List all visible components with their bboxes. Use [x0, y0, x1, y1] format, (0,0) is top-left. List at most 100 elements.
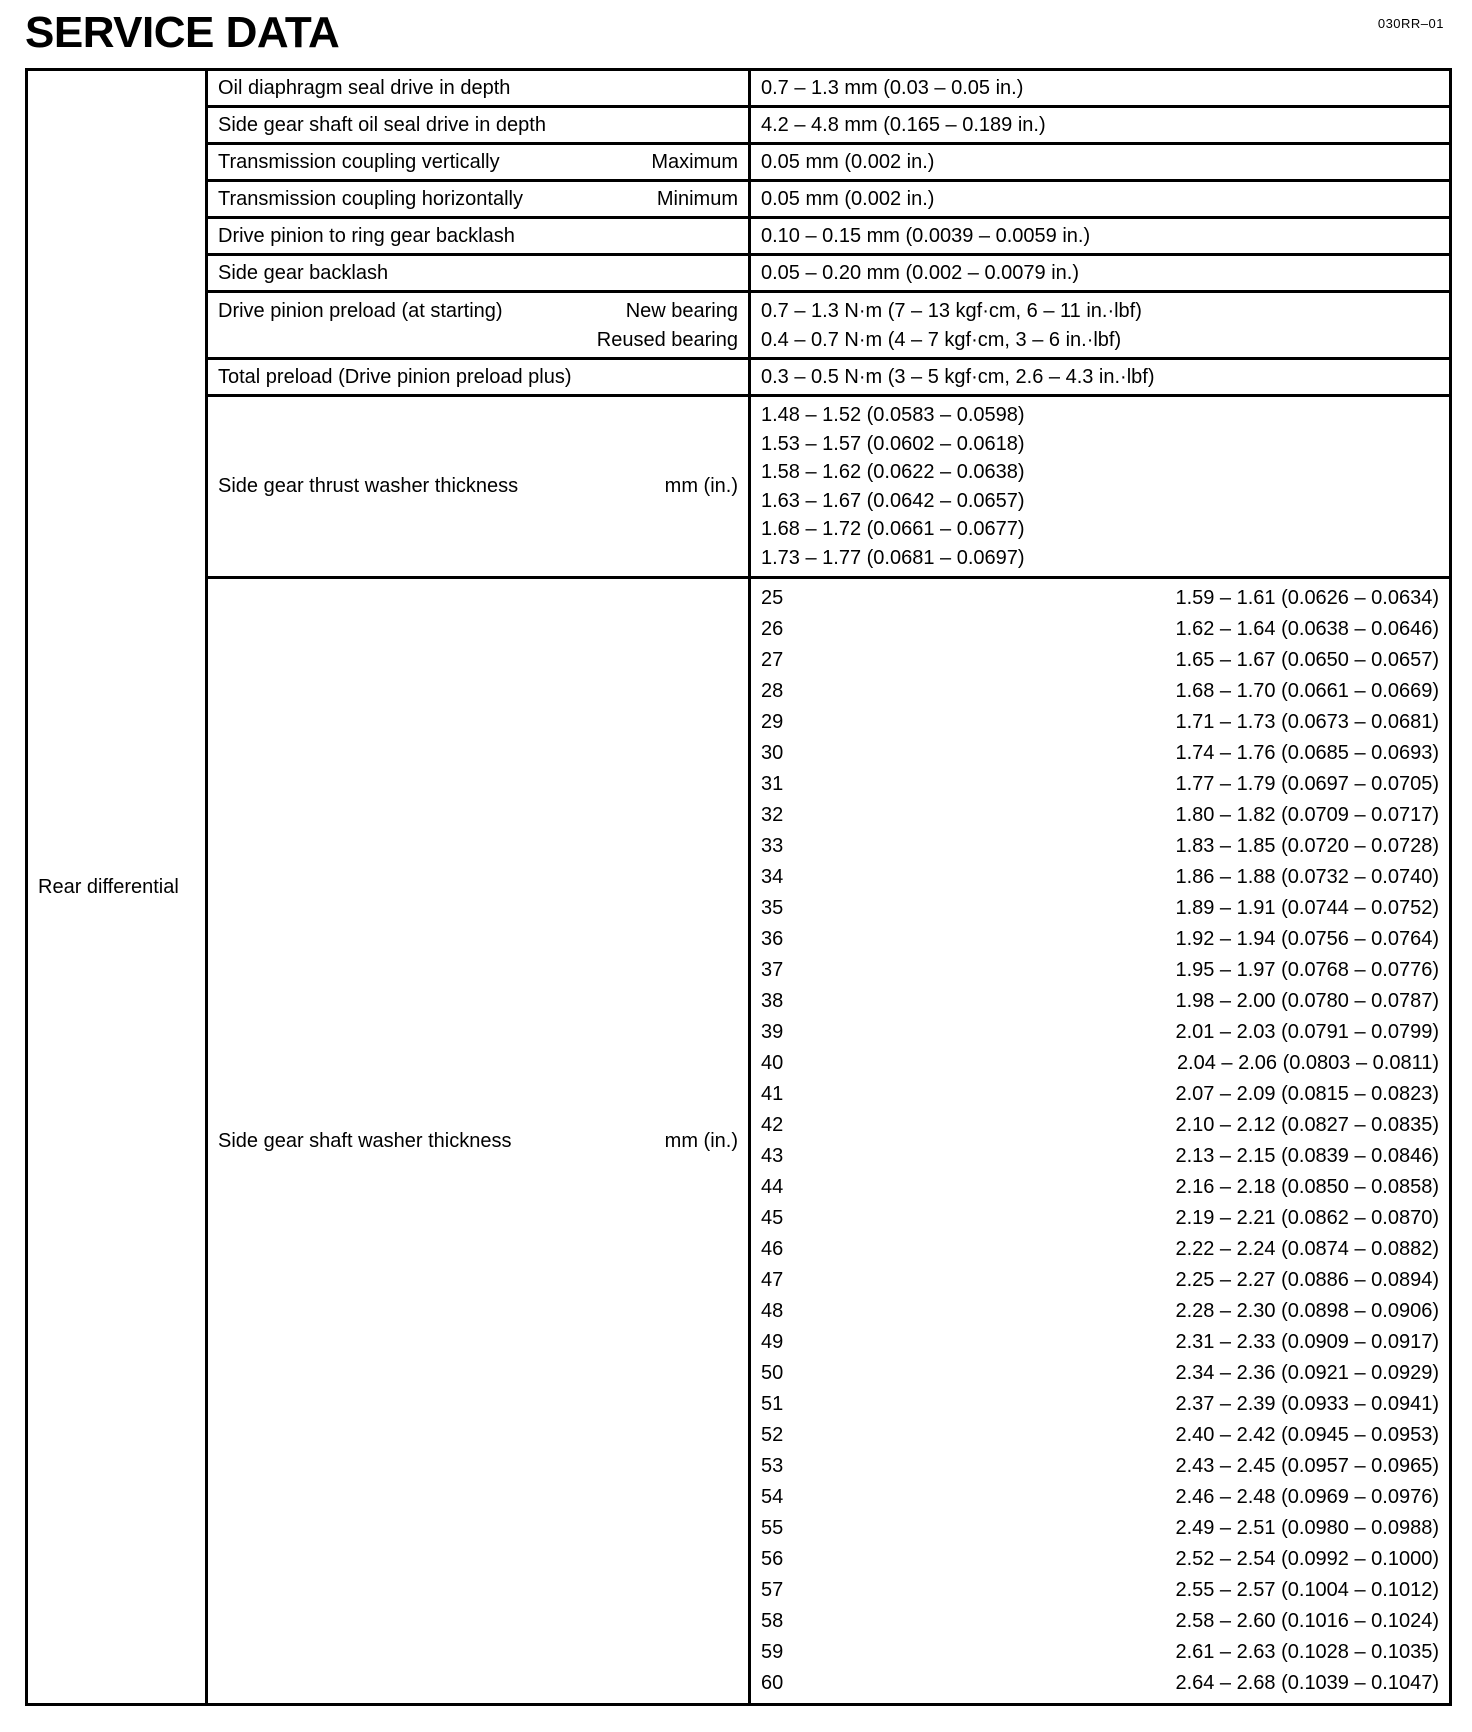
washer-number: 37 — [761, 959, 784, 982]
spec-condition: New bearing — [625, 300, 738, 323]
group-label: Rear differential — [25, 68, 208, 1707]
spec-label: Oil diaphragm seal drive in depth — [205, 68, 751, 109]
washer-number: 53 — [761, 1455, 784, 1478]
washer-value: 1.62 – 1.64 (0.0638 – 0.0646) — [1175, 618, 1439, 641]
table-row: 29 1.71 – 1.73 (0.0673 – 0.0681) — [761, 707, 1439, 738]
washer-number: 46 — [761, 1238, 784, 1261]
table-row: 28 1.68 – 1.70 (0.0661 – 0.0669) — [761, 676, 1439, 707]
spec-label: Side gear backlash — [205, 253, 751, 294]
table-row: 25 1.59 – 1.61 (0.0626 – 0.0634) — [761, 583, 1439, 614]
table-row: 55 2.49 – 2.51 (0.0980 – 0.0988) — [761, 1513, 1439, 1544]
washer-number: 44 — [761, 1176, 784, 1199]
spec-row-oil-diaphragm: Rear differential Oil diaphragm seal dri… — [25, 68, 1452, 1707]
spec-label: Drive pinion preload (at starting) — [218, 300, 503, 323]
table-row: 31 1.77 – 1.79 (0.0697 – 0.0705) — [761, 769, 1439, 800]
spec-label: Drive pinion to ring gear backlash — [205, 216, 751, 257]
washer-number: 47 — [761, 1269, 784, 1292]
washer-number: 38 — [761, 990, 784, 1013]
table-row: 41 2.07 – 2.09 (0.0815 – 0.0823) — [761, 1079, 1439, 1110]
washer-number: 34 — [761, 866, 784, 889]
washer-value: 2.58 – 2.60 (0.1016 – 0.1024) — [1175, 1610, 1439, 1633]
table-row: 58 2.58 – 2.60 (0.1016 – 0.1024) — [761, 1606, 1439, 1637]
washer-value: 2.49 – 2.51 (0.0980 – 0.0988) — [1175, 1517, 1439, 1540]
washer-value: 1.65 – 1.67 (0.0650 – 0.0657) — [1175, 649, 1439, 672]
washer-number: 42 — [761, 1114, 784, 1137]
washer-number: 58 — [761, 1610, 784, 1633]
washer-value: 2.01 – 2.03 (0.0791 – 0.0799) — [1175, 1021, 1439, 1044]
spec-qualifier: Minimum — [656, 187, 738, 210]
shaft-washer-entries: 25 1.59 – 1.61 (0.0626 – 0.0634) 26 1.62… — [761, 583, 1439, 1699]
table-row: 32 1.80 – 1.82 (0.0709 – 0.0717) — [761, 800, 1439, 831]
spec-label: Transmission coupling horizontally — [218, 187, 523, 210]
spec-value-line: 1.48 – 1.52 (0.0583 – 0.0598) — [761, 404, 1025, 427]
washer-value: 2.25 – 2.27 (0.0886 – 0.0894) — [1175, 1269, 1439, 1292]
washer-number: 35 — [761, 897, 784, 920]
table-row: 38 1.98 – 2.00 (0.0780 – 0.0787) — [761, 986, 1439, 1017]
service-data-table: Rear differential Oil diaphragm seal dri… — [25, 68, 1452, 1707]
spec-row-thrust-washer: Side gear thrust washer thickness mm (in… — [27, 394, 1452, 580]
table-row: 59 2.61 – 2.63 (0.1028 – 0.1035) — [761, 1637, 1439, 1668]
spec-condition: Reused bearing — [596, 329, 738, 352]
washer-value: 1.98 – 2.00 (0.0780 – 0.0787) — [1175, 990, 1439, 1013]
washer-number: 56 — [761, 1548, 784, 1571]
table-row: 46 2.22 – 2.24 (0.0874 – 0.0882) — [761, 1234, 1439, 1265]
spec-value: 4.2 – 4.8 mm (0.165 – 0.189 in.) — [748, 105, 1452, 146]
washer-number: 55 — [761, 1517, 784, 1540]
washer-number: 29 — [761, 711, 784, 734]
spec-value: 0.05 – 0.20 mm (0.002 – 0.0079 in.) — [748, 253, 1452, 294]
washer-value: 2.52 – 2.54 (0.0992 – 0.1000) — [1175, 1548, 1439, 1571]
table-row: 49 2.31 – 2.33 (0.0909 – 0.0917) — [761, 1327, 1439, 1358]
spec-value-line: 1.58 – 1.62 (0.0622 – 0.0638) — [761, 461, 1025, 484]
spec-label: Side gear thrust washer thickness — [218, 475, 519, 498]
spec-value: 0.7 – 1.3 mm (0.03 – 0.05 in.) — [748, 68, 1452, 109]
table-row: 35 1.89 – 1.91 (0.0744 – 0.0752) — [761, 893, 1439, 924]
washer-value: 2.31 – 2.33 (0.0909 – 0.0917) — [1175, 1331, 1439, 1354]
spec-row-pinion-backlash: Drive pinion to ring gear backlash 0.10 … — [27, 216, 1452, 257]
spec-label: Total preload (Drive pinion preload plus… — [205, 357, 751, 398]
spec-value: 0.4 – 0.7 N·m (4 – 7 kgf·cm, 3 – 6 in.·l… — [761, 329, 1122, 352]
washer-number: 57 — [761, 1579, 784, 1602]
spec-label: Side gear shaft washer thickness — [218, 1129, 512, 1152]
washer-number: 49 — [761, 1331, 784, 1354]
washer-value: 2.46 – 2.48 (0.0969 – 0.0976) — [1175, 1486, 1439, 1509]
table-row: 27 1.65 – 1.67 (0.0650 – 0.0657) — [761, 645, 1439, 676]
table-row: 51 2.37 – 2.39 (0.0933 – 0.0941) — [761, 1389, 1439, 1420]
washer-number: 32 — [761, 804, 784, 827]
washer-number: 27 — [761, 649, 784, 672]
washer-value: 2.64 – 2.68 (0.1039 – 0.1047) — [1175, 1672, 1439, 1695]
table-row: 48 2.28 – 2.30 (0.0898 – 0.0906) — [761, 1296, 1439, 1327]
washer-value: 2.13 – 2.15 (0.0839 – 0.0846) — [1175, 1145, 1439, 1168]
washer-value: 1.77 – 1.79 (0.0697 – 0.0705) — [1175, 773, 1439, 796]
spec-row-total-preload: Total preload (Drive pinion preload plus… — [27, 357, 1452, 398]
washer-value: 1.80 – 1.82 (0.0709 – 0.0717) — [1175, 804, 1439, 827]
spec-value-line: 1.63 – 1.67 (0.0642 – 0.0657) — [761, 489, 1025, 512]
washer-value: 1.83 – 1.85 (0.0720 – 0.0728) — [1175, 835, 1439, 858]
washer-value: 2.61 – 2.63 (0.1028 – 0.1035) — [1175, 1641, 1439, 1664]
washer-number: 31 — [761, 773, 784, 796]
washer-value: 1.59 – 1.61 (0.0626 – 0.0634) — [1175, 587, 1439, 610]
washer-value: 1.92 – 1.94 (0.0756 – 0.0764) — [1175, 928, 1439, 951]
washer-number: 59 — [761, 1641, 784, 1664]
washer-number: 39 — [761, 1021, 784, 1044]
washer-value: 1.68 – 1.70 (0.0661 – 0.0669) — [1175, 680, 1439, 703]
table-row: 33 1.83 – 1.85 (0.0720 – 0.0728) — [761, 831, 1439, 862]
washer-number: 48 — [761, 1300, 784, 1323]
spec-row-coupling-vertical: Transmission coupling vertically Maximum… — [27, 142, 1452, 183]
washer-value: 1.95 – 1.97 (0.0768 – 0.0776) — [1175, 959, 1439, 982]
spec-value-line: 1.68 – 1.72 (0.0661 – 0.0677) — [761, 518, 1025, 541]
table-row: 57 2.55 – 2.57 (0.1004 – 0.1012) — [761, 1575, 1439, 1606]
table-row: 47 2.25 – 2.27 (0.0886 – 0.0894) — [761, 1265, 1439, 1296]
spec-qualifier: Maximum — [651, 150, 738, 173]
spec-value: 0.3 – 0.5 N·m (3 – 5 kgf·cm, 2.6 – 4.3 i… — [748, 357, 1452, 398]
washer-number: 45 — [761, 1207, 784, 1230]
washer-value: 2.16 – 2.18 (0.0850 – 0.0858) — [1175, 1176, 1439, 1199]
washer-value: 2.19 – 2.21 (0.0862 – 0.0870) — [1175, 1207, 1439, 1230]
washer-value: 2.28 – 2.30 (0.0898 – 0.0906) — [1175, 1300, 1439, 1323]
spec-row-shaft-washer: Side gear shaft washer thickness mm (in.… — [27, 576, 1452, 1707]
washer-value: 2.37 – 2.39 (0.0933 – 0.0941) — [1175, 1393, 1439, 1416]
washer-value: 1.89 – 1.91 (0.0744 – 0.0752) — [1175, 897, 1439, 920]
spec-label: Transmission coupling vertically — [218, 150, 500, 173]
table-row: 37 1.95 – 1.97 (0.0768 – 0.0776) — [761, 955, 1439, 986]
washer-number: 26 — [761, 618, 784, 641]
table-row: 45 2.19 – 2.21 (0.0862 – 0.0870) — [761, 1203, 1439, 1234]
